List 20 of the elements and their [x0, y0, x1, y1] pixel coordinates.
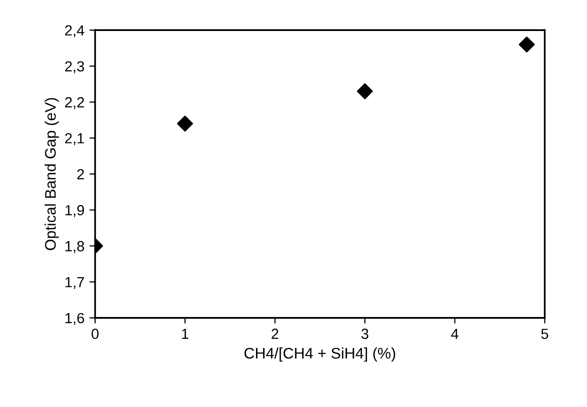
x-tick-label: 4: [451, 328, 458, 339]
point: [356, 83, 373, 100]
y-tick-label: 1,8: [66, 241, 84, 254]
x-axis-title: CH4/[CH4 + SiH4] (%): [244, 347, 396, 362]
y-tick-label: 2,1: [65, 133, 84, 146]
x-tick-label: 0: [92, 328, 99, 339]
x-tick-label: 2: [272, 328, 278, 339]
y-tick-label: 2,2: [65, 97, 84, 110]
y-axis-title: Optical Band Gap (eV): [44, 98, 59, 250]
y-tick-label: 2,3: [65, 61, 84, 74]
y-tick-label: 2: [77, 169, 84, 180]
point: [518, 36, 535, 52]
x-tick-label: 3: [361, 328, 368, 339]
y-tick-label: 2,4: [65, 25, 84, 38]
point: [177, 116, 193, 132]
y-tick-label: 1,7: [66, 277, 84, 290]
x-tick-label: 5: [541, 328, 548, 339]
y-tick-label: 1,9: [66, 205, 84, 218]
y-tick-label: 1,6: [66, 312, 84, 326]
x-tick-label: 1: [182, 328, 188, 339]
